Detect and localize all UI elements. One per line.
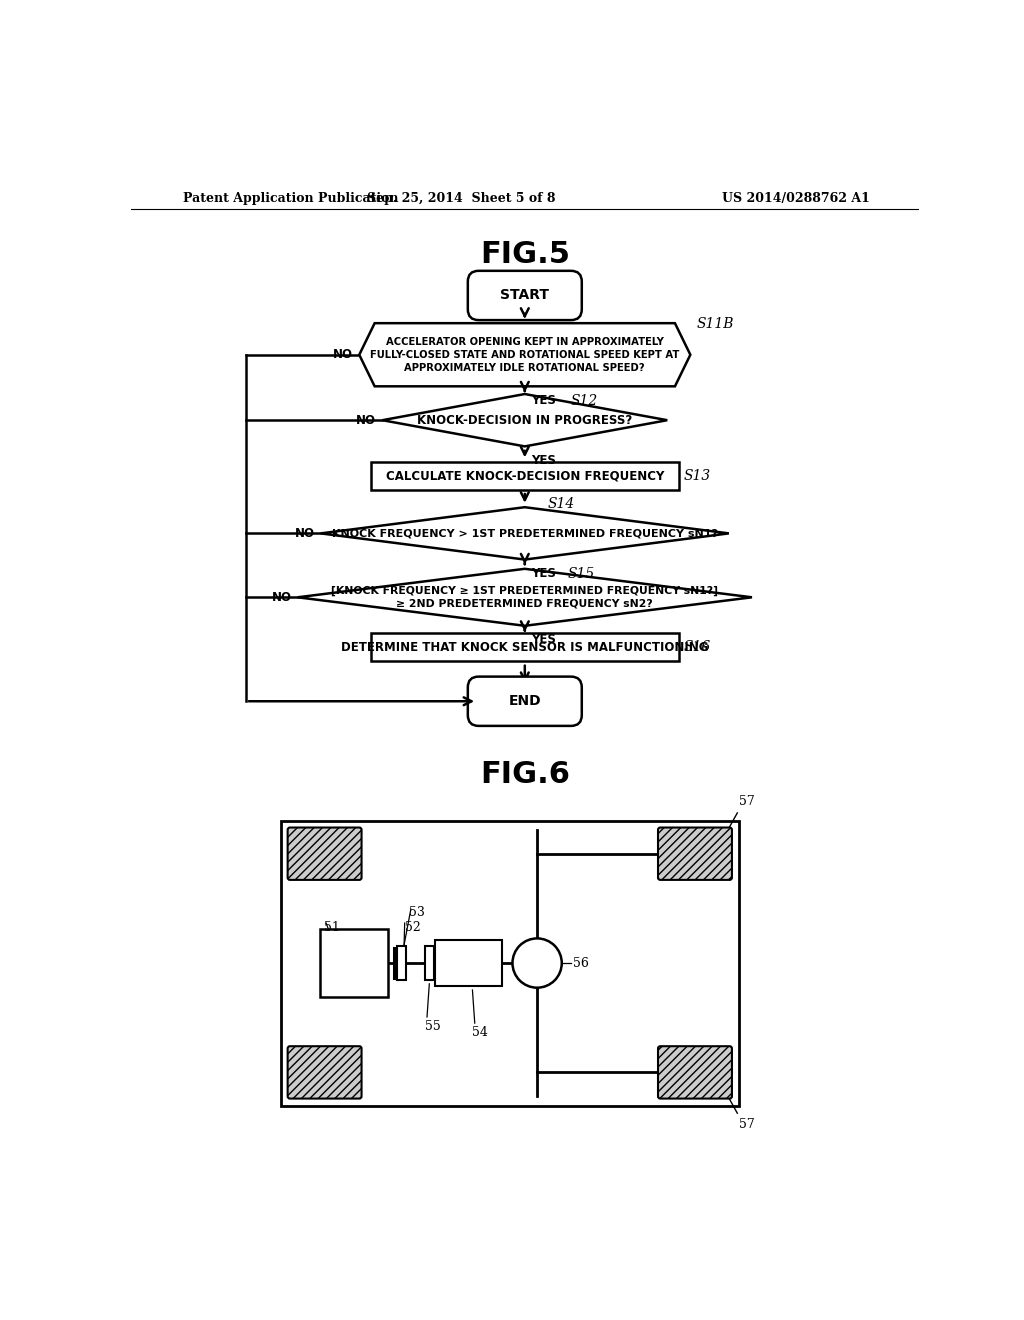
Text: YES: YES <box>531 395 556 407</box>
Text: US 2014/0288762 A1: US 2014/0288762 A1 <box>722 191 869 205</box>
Bar <box>281 821 739 1106</box>
Bar <box>319 929 388 997</box>
Text: Patent Application Publication: Patent Application Publication <box>183 191 398 205</box>
Bar <box>371 634 679 661</box>
Bar <box>435 940 503 986</box>
Text: S14: S14 <box>548 498 575 511</box>
Polygon shape <box>359 323 690 387</box>
Bar <box>397 946 407 979</box>
Text: CALCULATE KNOCK-DECISION FREQUENCY: CALCULATE KNOCK-DECISION FREQUENCY <box>386 469 664 482</box>
Text: YES: YES <box>531 568 556 581</box>
Text: FIG.6: FIG.6 <box>480 760 569 789</box>
Text: [KNOCK FREQUENCY ≥ 1ST PREDETERMINED FREQUENCY sN1?]
≥ 2ND PREDETERMINED FREQUEN: [KNOCK FREQUENCY ≥ 1ST PREDETERMINED FRE… <box>332 586 718 609</box>
Text: 56: 56 <box>572 957 589 970</box>
Bar <box>425 946 434 979</box>
FancyBboxPatch shape <box>658 1047 732 1098</box>
Text: YES: YES <box>531 634 556 647</box>
Text: ACCELERATOR OPENING KEPT IN APPROXIMATELY
FULLY-CLOSED STATE AND ROTATIONAL SPEE: ACCELERATOR OPENING KEPT IN APPROXIMATEL… <box>370 337 680 374</box>
Text: START: START <box>501 289 549 302</box>
Text: Sep. 25, 2014  Sheet 5 of 8: Sep. 25, 2014 Sheet 5 of 8 <box>368 191 556 205</box>
FancyBboxPatch shape <box>658 828 732 880</box>
Text: 57: 57 <box>739 1118 755 1131</box>
Text: DETERMINE THAT KNOCK SENSOR IS MALFUNCTIONING: DETERMINE THAT KNOCK SENSOR IS MALFUNCTI… <box>341 640 709 653</box>
Text: S13: S13 <box>683 469 711 483</box>
Text: NO: NO <box>333 348 353 362</box>
Text: 55: 55 <box>425 1020 441 1034</box>
Text: END: END <box>509 694 541 709</box>
Text: 57: 57 <box>739 795 755 808</box>
FancyBboxPatch shape <box>288 828 361 880</box>
Text: S12: S12 <box>571 395 598 408</box>
Polygon shape <box>321 507 729 560</box>
Polygon shape <box>382 395 668 446</box>
Text: NO: NO <box>271 591 292 603</box>
Text: YES: YES <box>531 454 556 467</box>
Circle shape <box>512 939 562 987</box>
Text: S16: S16 <box>683 640 711 655</box>
Text: NO: NO <box>295 527 314 540</box>
FancyBboxPatch shape <box>468 677 582 726</box>
Text: 51: 51 <box>324 921 340 935</box>
Text: KNOCK FREQUENCY > 1ST PREDETERMINED FREQUENCY sN1?: KNOCK FREQUENCY > 1ST PREDETERMINED FREQ… <box>332 528 718 539</box>
Text: 52: 52 <box>406 921 421 935</box>
Text: FIG.5: FIG.5 <box>480 240 569 269</box>
Text: S11B: S11B <box>696 317 734 331</box>
Bar <box>371 462 679 490</box>
Text: 53: 53 <box>410 906 425 919</box>
Polygon shape <box>298 569 752 626</box>
Text: 54: 54 <box>472 1026 488 1039</box>
FancyBboxPatch shape <box>288 1047 361 1098</box>
FancyBboxPatch shape <box>468 271 582 321</box>
Text: NO: NO <box>356 413 376 426</box>
Text: KNOCK-DECISION IN PROGRESS?: KNOCK-DECISION IN PROGRESS? <box>417 413 633 426</box>
Text: S15: S15 <box>567 568 594 581</box>
